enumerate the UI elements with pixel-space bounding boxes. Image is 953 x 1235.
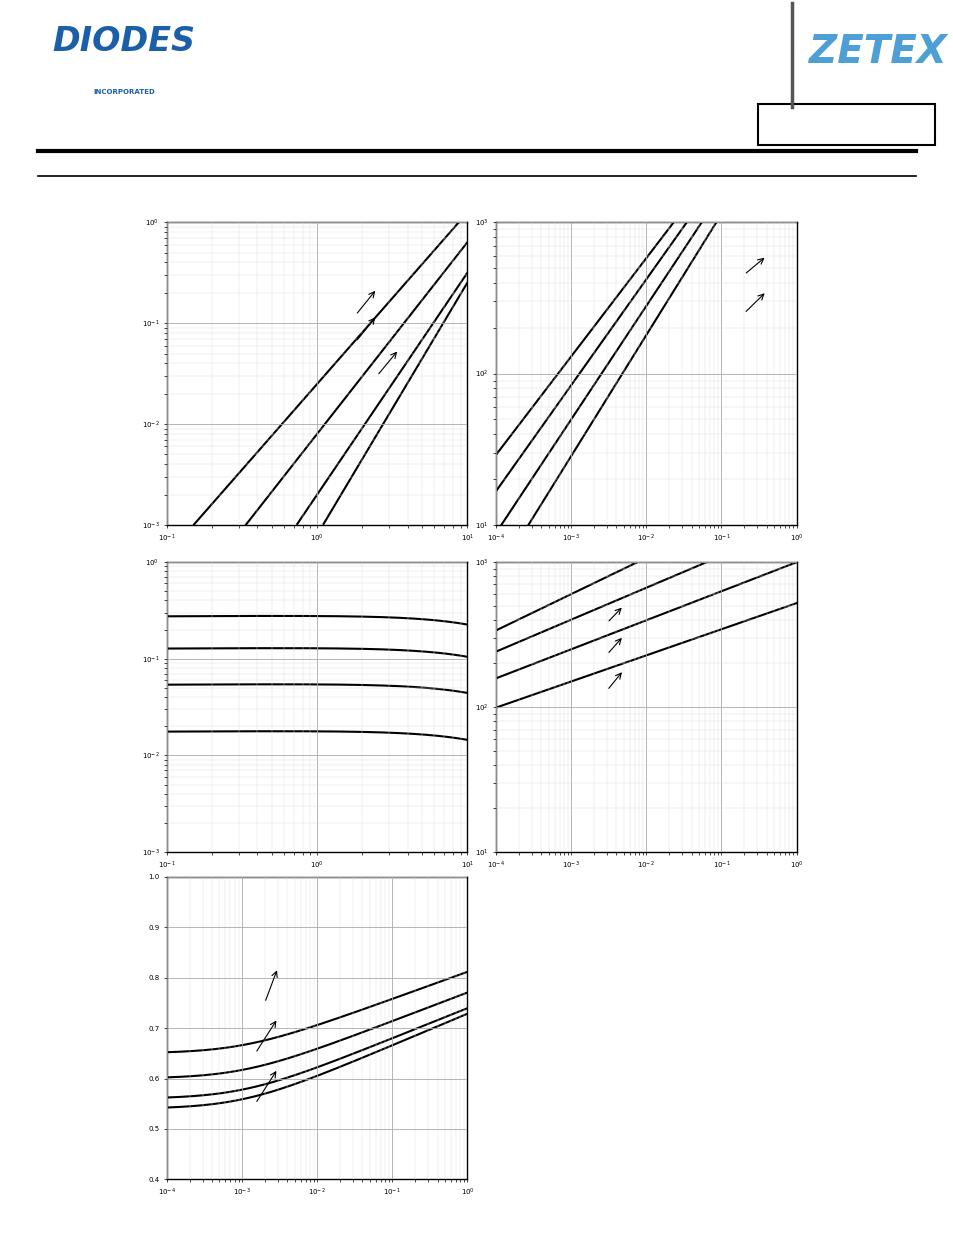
Text: INCORPORATED: INCORPORATED (93, 89, 154, 95)
Text: DIODES: DIODES (52, 25, 195, 58)
Bar (758, 104, 934, 146)
Text: ZETEX: ZETEX (808, 33, 945, 70)
